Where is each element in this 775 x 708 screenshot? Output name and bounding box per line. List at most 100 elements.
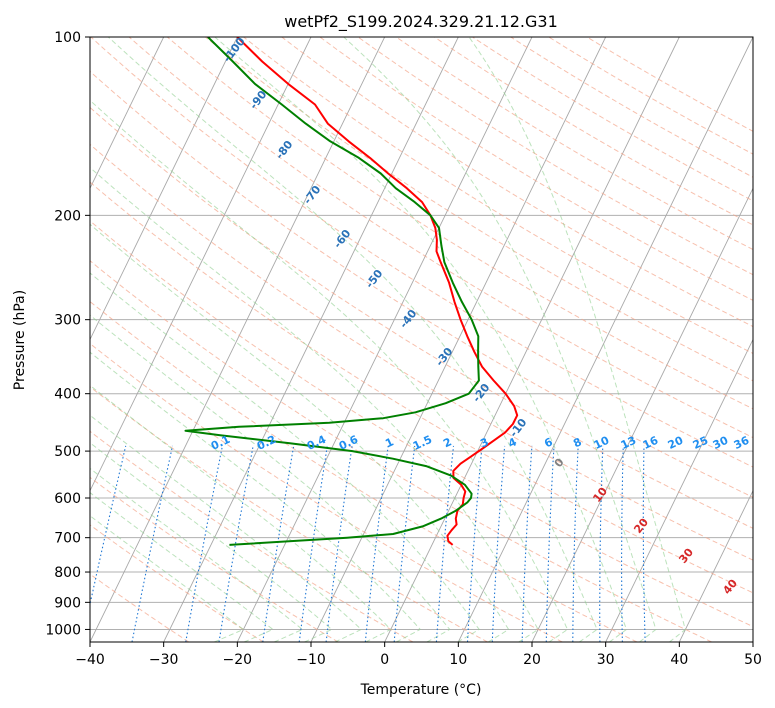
moist-adiabat bbox=[90, 467, 304, 642]
moist-adiabat bbox=[107, 37, 598, 642]
mixing-ratio-label: 36 bbox=[732, 434, 752, 452]
dry-adiabat-label: -100 bbox=[221, 35, 248, 65]
mixing-ratio-label: 10 bbox=[592, 434, 612, 452]
moist-adiabat bbox=[90, 442, 333, 642]
y-tick-label: 200 bbox=[54, 208, 81, 224]
isotherm-line bbox=[90, 37, 386, 642]
temperature-profile-line bbox=[236, 37, 519, 546]
dry-adiabat bbox=[90, 220, 753, 628]
mixing-ratio-line bbox=[393, 445, 416, 642]
isotherm-line bbox=[90, 37, 312, 492]
y-tick-label: 300 bbox=[54, 313, 81, 329]
mixing-ratio-label: 1 bbox=[383, 435, 395, 450]
moist-adiabat-label: 20 bbox=[631, 516, 651, 536]
chart-title: wetPf2_S199.2024.329.21.12.G31 bbox=[284, 12, 558, 32]
mixing-ratio-line bbox=[621, 445, 624, 642]
dry-adiabat bbox=[357, 37, 753, 276]
moist-adiabat-label: 0 bbox=[552, 456, 567, 470]
mixing-ratio-label: 0.6 bbox=[337, 433, 360, 453]
mixing-ratio-label: 3 bbox=[478, 435, 490, 450]
x-tick-label: −40 bbox=[75, 652, 105, 668]
mixing-ratio-line bbox=[521, 445, 533, 642]
mixing-ratio-label: 16 bbox=[641, 434, 661, 452]
mixing-ratio-label: 8 bbox=[571, 435, 583, 450]
dry-adiabat bbox=[90, 430, 414, 642]
dry-adiabat bbox=[90, 342, 563, 642]
mixing-ratio-line bbox=[599, 445, 604, 642]
x-tick-label: 0 bbox=[380, 652, 389, 668]
mixing-ratio-label: 13 bbox=[619, 434, 638, 452]
isotherm-line bbox=[90, 37, 165, 190]
dry-adiabat bbox=[281, 37, 753, 328]
moist-adiabat bbox=[90, 99, 569, 642]
dry-adiabat-label: -50 bbox=[363, 267, 386, 291]
y-axis-label: Pressure (hPa) bbox=[12, 290, 28, 390]
moist-adiabat bbox=[90, 515, 245, 642]
mixing-ratio-label: 20 bbox=[666, 434, 686, 452]
isotherm-line bbox=[752, 640, 753, 642]
dry-adiabat bbox=[90, 181, 753, 594]
dry-adiabat-label: -80 bbox=[273, 138, 296, 162]
mixing-ratio-line bbox=[466, 445, 483, 642]
dry-adiabat-label: -30 bbox=[433, 345, 456, 369]
x-axis-label: Temperature (°C) bbox=[360, 682, 482, 698]
mixing-ratio-line bbox=[325, 445, 353, 642]
dry-adiabat bbox=[243, 37, 753, 354]
y-tick-label: 400 bbox=[54, 387, 81, 403]
isotherm-line bbox=[678, 489, 753, 642]
dewpoint-profile-line bbox=[184, 37, 480, 546]
dry-adiabat bbox=[90, 37, 753, 468]
dry-adiabat bbox=[472, 37, 753, 202]
dry-adiabat-label: -40 bbox=[397, 307, 420, 331]
x-axis: −40 −30 −20 −10 0 10 20 30 40 50 bbox=[75, 642, 762, 668]
moist-adiabat-label: 40 bbox=[720, 577, 740, 597]
moist-adiabat bbox=[214, 37, 628, 642]
dry-adiabat bbox=[395, 37, 753, 251]
profile-lines bbox=[184, 37, 519, 546]
x-tick-label: −30 bbox=[149, 652, 179, 668]
y-tick-label: 700 bbox=[54, 531, 81, 547]
dry-adiabat bbox=[90, 524, 264, 642]
mixing-ratio-line bbox=[642, 445, 646, 642]
y-tick-label: 900 bbox=[54, 595, 81, 611]
mixing-ratio-line bbox=[364, 445, 389, 642]
y-tick-label: 100 bbox=[54, 30, 81, 46]
y-tick-label: 800 bbox=[54, 565, 81, 581]
moist-adiabat bbox=[90, 414, 363, 642]
dry-adiabat bbox=[128, 37, 753, 439]
x-tick-label: −10 bbox=[296, 652, 326, 668]
background-lines bbox=[90, 37, 753, 642]
moist-adiabat bbox=[90, 166, 539, 642]
mixing-ratio-line bbox=[262, 445, 295, 642]
mixing-ratio-label: 0.4 bbox=[305, 433, 328, 453]
dry-adiabat bbox=[90, 573, 190, 642]
mixing-ratio-line bbox=[185, 445, 223, 642]
mixing-ratio-line bbox=[435, 445, 455, 642]
y-tick-label: 600 bbox=[54, 491, 81, 507]
moist-adiabat bbox=[90, 351, 422, 642]
mixing-ratio-line bbox=[131, 445, 174, 642]
dry-adiabat bbox=[90, 70, 753, 498]
moist-adiabat bbox=[90, 223, 510, 642]
mixing-ratio-label: 30 bbox=[711, 434, 731, 452]
isotherm-line bbox=[605, 338, 753, 642]
isotherm-line bbox=[384, 37, 680, 642]
dry-adiabat bbox=[319, 37, 753, 301]
mixing-ratio-label: 2 bbox=[441, 435, 453, 450]
dry-adiabat bbox=[90, 143, 753, 561]
dry-adiabat bbox=[90, 106, 753, 529]
x-tick-label: 20 bbox=[523, 652, 541, 668]
isotherm-line bbox=[90, 37, 238, 341]
mixing-ratio-label: 1.5 bbox=[411, 433, 434, 453]
x-tick-label: 40 bbox=[670, 652, 688, 668]
mixing-ratio-line bbox=[572, 445, 579, 642]
isotherm-line bbox=[457, 37, 753, 642]
moist-adiabat-label: 30 bbox=[676, 546, 696, 566]
moist-adiabat bbox=[90, 492, 274, 642]
dry-adiabat bbox=[90, 260, 712, 642]
dry-adiabat bbox=[90, 476, 339, 642]
x-tick-label: 10 bbox=[449, 652, 467, 668]
mixing-ratio-line bbox=[218, 445, 254, 642]
y-tick-label: 1000 bbox=[45, 622, 81, 638]
